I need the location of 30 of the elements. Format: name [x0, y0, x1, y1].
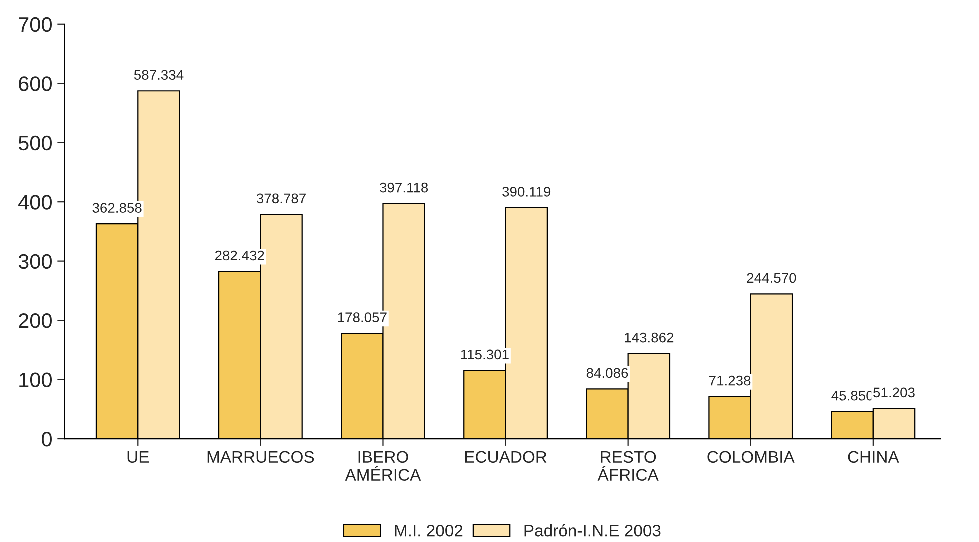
y-tick-label: 200 [19, 314, 52, 328]
y-tick-label: 600 [19, 76, 52, 92]
x-tick-label: UE [128, 451, 149, 464]
y-tick-label: 400 [18, 195, 52, 210]
data-label: 84.086 [586, 368, 628, 378]
y-tick-label: 500 [18, 136, 52, 151]
x-tick-label: CHINA [848, 451, 900, 464]
y-tick-label: 700 [19, 17, 52, 32]
data-label: 362.858 [92, 203, 142, 214]
legend-label: Padrón-I.N.E 2003 [524, 524, 661, 537]
x-tick-label: MARRUECOS [208, 451, 314, 464]
x-tick-label: IBERO AMÉRICA [345, 451, 422, 482]
data-label: 115.301 [461, 350, 509, 360]
data-label: 397.118 [380, 182, 428, 193]
data-label: 178.057 [338, 312, 387, 322]
data-label: 244.570 [747, 273, 796, 284]
data-label: 143.862 [625, 332, 674, 343]
legend-label: M.I. 2002 [395, 524, 463, 537]
x-tick-label: RESTO ÁFRICA [598, 451, 659, 482]
data-label: 587.334 [134, 70, 184, 80]
data-label: 390.119 [502, 187, 551, 197]
y-tick-label: 100 [20, 372, 52, 388]
x-tick-label: ECUADOR [465, 451, 547, 464]
x-tick-label: COLOMBIA [708, 451, 795, 464]
data-label: 378.787 [256, 194, 306, 204]
data-label: 51.203 [874, 388, 915, 398]
data-label: 282.432 [215, 250, 264, 261]
y-tick-label: 300 [18, 254, 52, 270]
y-tick-label: 0 [42, 432, 52, 447]
data-label: 71.238 [710, 376, 751, 386]
